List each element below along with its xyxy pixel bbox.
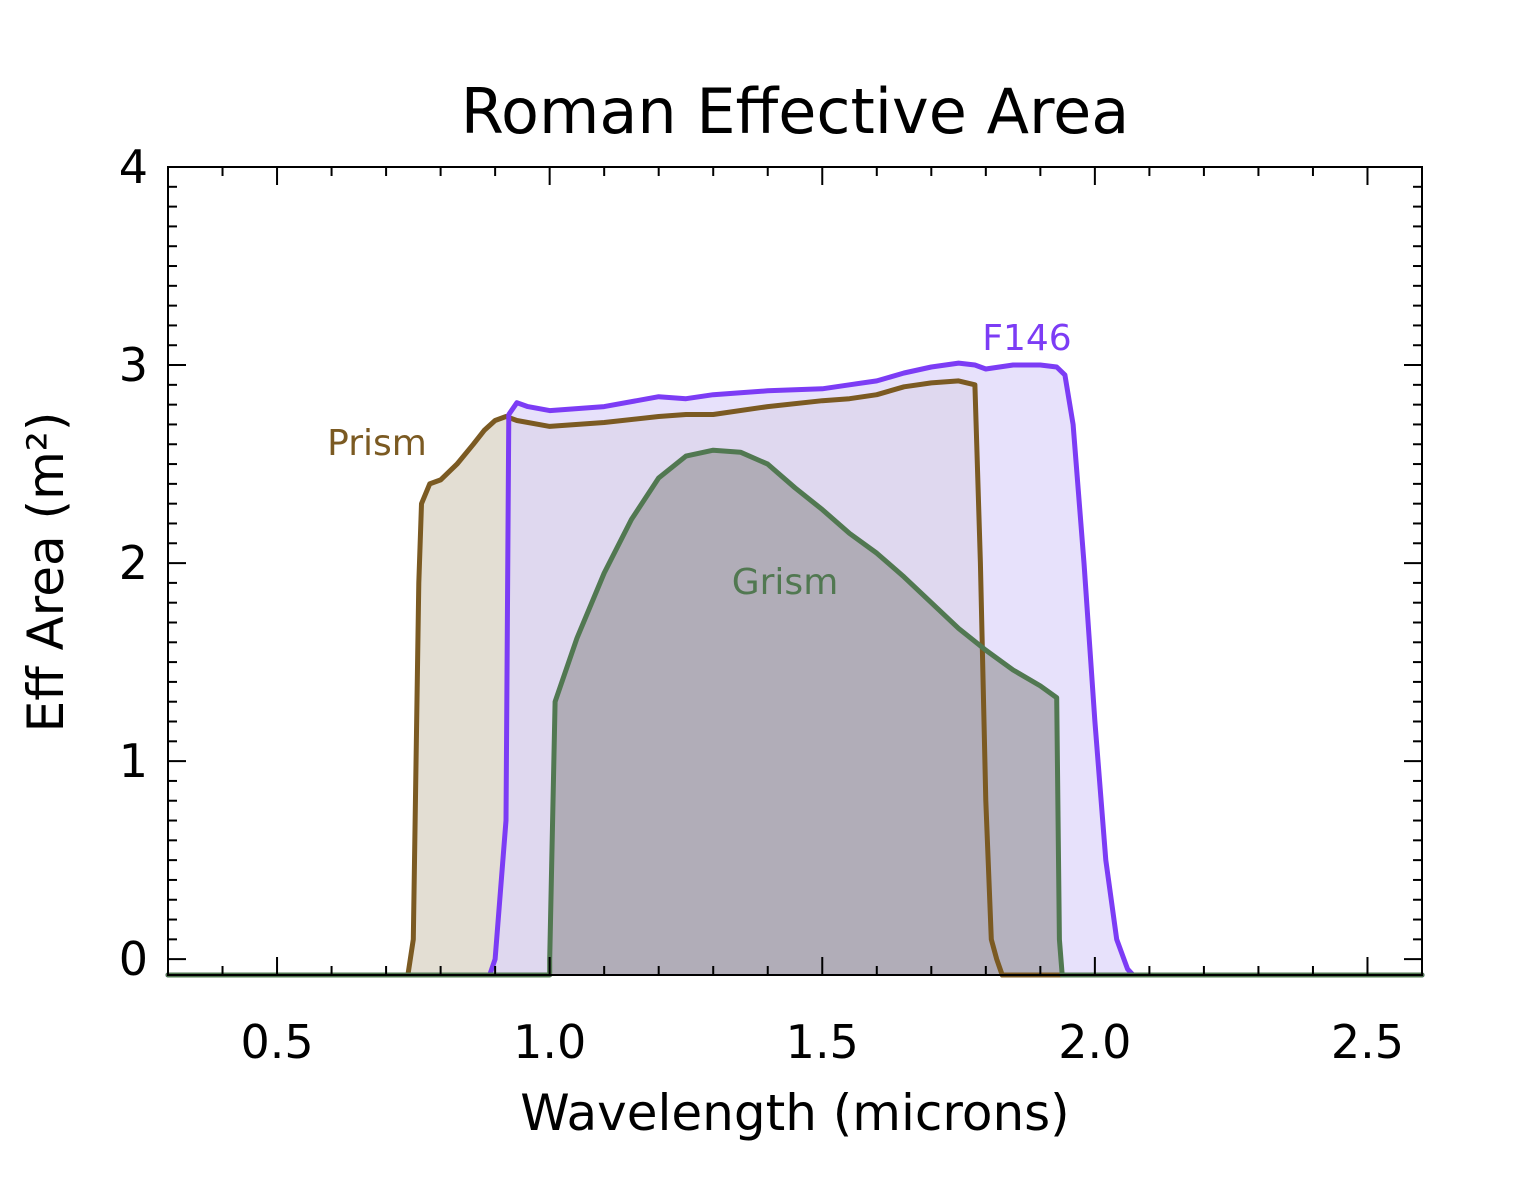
series-lines [165,360,1425,978]
series-fills [168,363,1422,976]
y-tick-label: 2 [119,536,148,590]
x-axis-label: Wavelength (microns) [520,1084,1069,1142]
series-fill-grism [168,450,1422,975]
series-label-prism: Prism [327,423,427,464]
x-tick-label: 2.5 [1331,1015,1404,1069]
chart-title: Roman Effective Area [461,75,1130,148]
y-tick-label: 3 [119,338,148,392]
x-tick-label: 2.0 [1058,1015,1131,1069]
axis-ticks [167,166,1423,975]
series-label-grism: Grism [732,562,839,603]
y-axis-label: Eff Area (m²) [17,412,75,733]
tick-labels: 0.5 1.0 1.5 2.0 2.5 0 1 2 3 4 [119,140,1404,1069]
x-tick-label: 1.0 [513,1015,586,1069]
series-label-f146: F146 [982,318,1071,359]
series-line-prism [165,378,1425,978]
plot-frame [167,166,1423,976]
y-tick-label: 4 [119,140,148,194]
series-line-f146 [165,360,1425,978]
y-tick-label: 0 [119,932,148,986]
plot-border [167,166,1423,976]
x-tick-label: 1.5 [786,1015,859,1069]
series-line-grism [165,447,1425,978]
y-tick-label: 1 [119,734,148,788]
x-tick-label: 0.5 [240,1015,313,1069]
